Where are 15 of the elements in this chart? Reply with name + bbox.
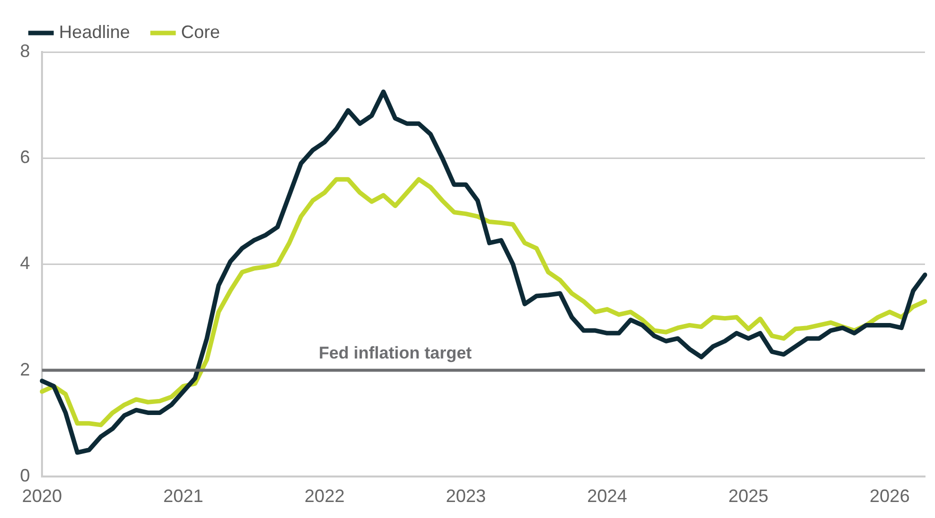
y-tick-label: 2 bbox=[20, 359, 30, 380]
x-tick-label: 2026 bbox=[870, 486, 910, 506]
y-tick-label: 8 bbox=[20, 40, 30, 61]
x-tick-label: 2021 bbox=[163, 486, 204, 506]
x-tick-label: 2023 bbox=[446, 486, 486, 506]
legend-label: Core bbox=[181, 22, 220, 42]
y-tick-label: 6 bbox=[20, 147, 30, 168]
y-tick-label: 4 bbox=[20, 253, 30, 274]
ref-line-label: Fed inflation target bbox=[318, 343, 472, 362]
x-tick-label: 2022 bbox=[304, 486, 345, 506]
x-tick-label: 2024 bbox=[587, 486, 628, 506]
x-tick-label: 2025 bbox=[728, 486, 768, 506]
y-tick-label: 0 bbox=[20, 465, 30, 486]
x-tick-label: 2020 bbox=[22, 486, 62, 506]
legend-label: Headline bbox=[59, 22, 130, 42]
